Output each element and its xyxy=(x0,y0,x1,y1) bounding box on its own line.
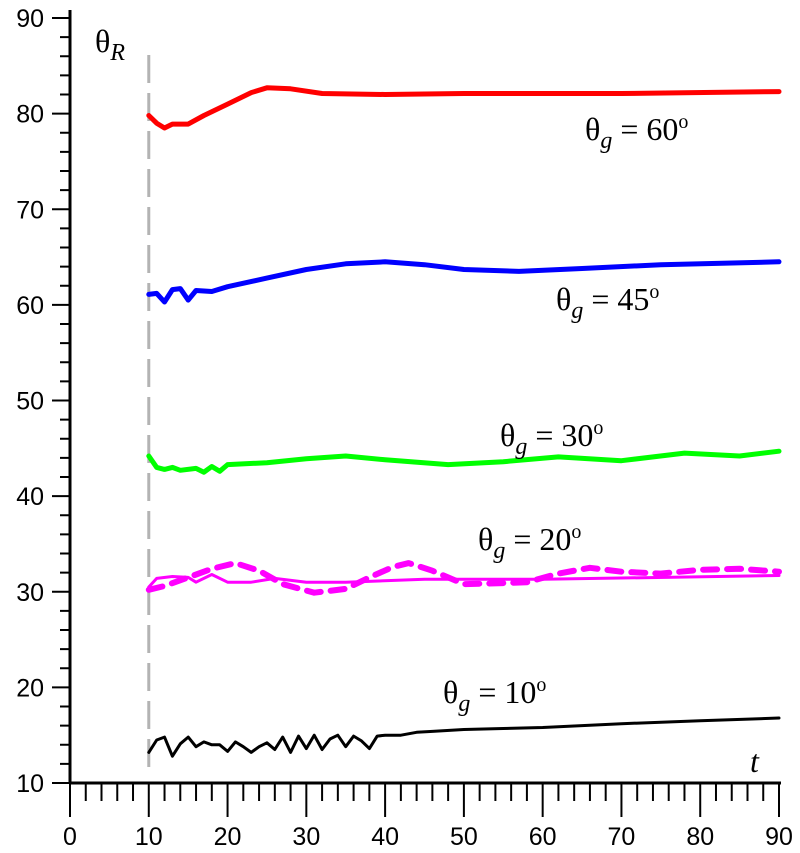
x-tick-label: 10 xyxy=(135,823,163,851)
x-tick-label: 60 xyxy=(529,823,557,851)
series-line-1 xyxy=(146,259,782,305)
series-label-3: θg = 20o xyxy=(478,521,581,564)
y-tick-label: 50 xyxy=(16,388,44,416)
y-tick-label: 80 xyxy=(16,101,44,129)
series-label-1: θg = 45o xyxy=(556,281,659,324)
series-line-4-dashed xyxy=(145,560,782,596)
series-label-5: θg = 10o xyxy=(443,674,546,717)
series-line-3 xyxy=(147,573,781,589)
x-tick-label: 70 xyxy=(608,823,636,851)
x-tick-label: 40 xyxy=(371,823,399,851)
series-line-5 xyxy=(147,716,781,758)
x-tick-label: 30 xyxy=(292,823,320,851)
y-tick-label: 30 xyxy=(16,579,44,607)
series-group xyxy=(145,85,782,758)
y-tick-label: 40 xyxy=(16,483,44,511)
series-label-0: θg = 60o xyxy=(585,111,688,154)
y-tick-label: 60 xyxy=(16,292,44,320)
series-line-2 xyxy=(146,448,782,475)
y-tick-label: 70 xyxy=(16,196,44,224)
x-axis-label: t xyxy=(750,743,760,779)
y-tick-label: 90 xyxy=(16,5,44,33)
x-tick-label: 20 xyxy=(214,823,242,851)
x-tick-label: 90 xyxy=(765,823,793,851)
y-tick-label: 20 xyxy=(16,674,44,702)
series-line-0 xyxy=(146,85,782,131)
x-tick-label: 0 xyxy=(63,823,77,851)
x-tick-label: 80 xyxy=(686,823,714,851)
axes-group: 0 10 20 30 40 50 60 70 80 90 10 20 30 40 50 60 70 80 90 xyxy=(16,5,793,851)
series-label-2: θg = 30o xyxy=(500,417,603,460)
annotations-group: θg = 60o θg = 45o θg = 30o θg = 20o θg = 10o xyxy=(443,111,688,717)
x-tick-label: 50 xyxy=(450,823,478,851)
y-tick-label: 10 xyxy=(16,770,44,798)
y-axis-label: θR xyxy=(95,23,125,66)
